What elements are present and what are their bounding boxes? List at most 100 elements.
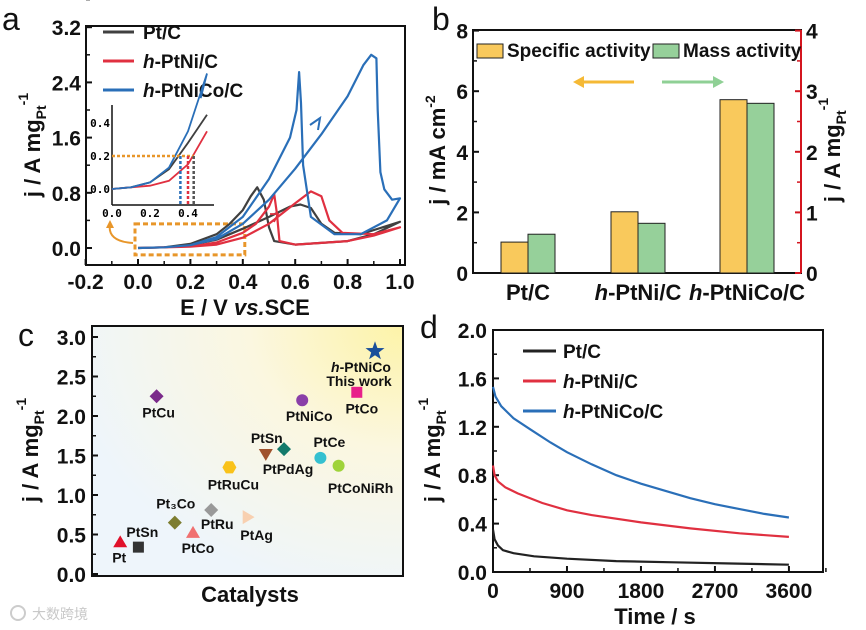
y-right-tick-label: 2 xyxy=(806,142,818,165)
plot-frame xyxy=(91,325,404,577)
x-axis-label: Time / s xyxy=(614,604,696,629)
legend-label: Pt/C xyxy=(143,23,181,44)
y-axis-label-sup: -1 xyxy=(15,93,31,106)
scatter-point xyxy=(167,515,182,530)
y-tick-label: 1.5 xyxy=(57,446,87,469)
label-italic-prefix: h xyxy=(143,81,155,102)
x-axis-label: E / V vs.SCE xyxy=(180,295,310,320)
panel-letter-b: b xyxy=(432,1,450,37)
y-tick-label: 0.0 xyxy=(52,238,81,261)
watermark: 大数跨境 xyxy=(10,605,88,622)
point-label: PtCo xyxy=(345,400,378,416)
y-axis-label-sub: Pt xyxy=(31,410,47,424)
y-left-tick-label: 8 xyxy=(456,21,468,44)
y-axis-label: j / A mgPt-1 xyxy=(15,93,49,198)
y-tick-label: 2.4 xyxy=(52,72,82,95)
point-label-note: This work xyxy=(326,373,392,389)
legend-label: Specific activity xyxy=(507,41,651,62)
scatter-point xyxy=(365,341,385,360)
x-axis-label: Catalysts xyxy=(201,582,299,607)
scan-arrow-blue xyxy=(309,115,322,131)
point-label: h-PtNiCo xyxy=(331,359,391,375)
plot-frame xyxy=(85,25,406,266)
label-rest: -PtNi/C xyxy=(155,52,219,73)
y-tick-label: 1.2 xyxy=(458,417,487,440)
legend-label: h-PtNi/C xyxy=(563,372,638,393)
scatter-point xyxy=(332,459,345,472)
y-tick-label: 2.5 xyxy=(57,367,87,390)
y-tick-label: 0.0 xyxy=(57,564,86,587)
y-axis-label-main: j / A mg xyxy=(420,424,445,503)
x-label-post: SCE xyxy=(265,295,310,320)
scatter-point xyxy=(242,510,255,525)
inset-curve-1 xyxy=(111,130,208,190)
x-label-pre: E / V xyxy=(180,295,234,320)
label-italic-prefix: h xyxy=(143,52,155,73)
y-left-tick-label: 4 xyxy=(456,142,468,165)
bar-specific-activity xyxy=(610,211,639,274)
scatter-point xyxy=(222,461,237,474)
x-label-italic: vs. xyxy=(234,295,265,320)
panel-letter-c: c xyxy=(18,317,34,353)
point-label: PtCoNiRh xyxy=(328,480,393,496)
x-tick-label: 2700 xyxy=(692,580,739,603)
scan-arrow-red xyxy=(270,213,280,223)
label-rest: -PtNiCo/C xyxy=(702,280,805,305)
legend-swatch-specific xyxy=(476,43,504,59)
point-label: PtCo xyxy=(182,540,215,556)
bar-specific-activity xyxy=(500,241,529,274)
y-axis-label-sup: -1 xyxy=(13,398,29,411)
y-tick-label: 0.8 xyxy=(458,465,488,488)
y-right-tick-label: 3 xyxy=(806,81,818,104)
legend-label: h-PtNi/C xyxy=(143,52,218,73)
scatter-point xyxy=(132,541,144,553)
y-tick-label: 3.2 xyxy=(52,17,81,40)
x-tick-label: 0.8 xyxy=(333,271,363,294)
panel-d-chronoamperometry-chart: d 0.0 0.4 0.8 1.2 1.6 2.0 0 900 1800 2700 3600 Time … xyxy=(415,309,827,629)
y-tick-label: 1.6 xyxy=(458,368,487,391)
y-right-axis-label-sup: -1 xyxy=(815,98,831,111)
y-right-tick-label: 0 xyxy=(806,263,818,286)
y-tick-label: 0.4 xyxy=(458,514,488,537)
x-category-label: h-PtNi/C xyxy=(595,280,682,305)
highlight-box xyxy=(133,222,247,257)
inset-x-tick-label: 0.4 xyxy=(178,207,198,220)
label-italic-prefix: h xyxy=(331,359,340,375)
x-tick-label: 900 xyxy=(549,580,584,603)
inset-x-tick-label: 0.2 xyxy=(140,207,160,220)
point-label: PtNiCo xyxy=(286,408,333,424)
scatter-point xyxy=(296,394,309,407)
watermark-logo-icon xyxy=(10,605,26,621)
cv-curve-2 xyxy=(137,53,402,250)
y-tick-label: 0.0 xyxy=(458,562,487,585)
x-tick-label: 0.4 xyxy=(228,271,258,294)
y-tick-label: 1.0 xyxy=(57,485,86,508)
y-right-axis-label-sub: Pt xyxy=(833,110,849,124)
inset-y-tick-label: 0.2 xyxy=(90,150,110,163)
y-left-tick-label: 0 xyxy=(456,263,468,286)
point-label: PtCu xyxy=(142,404,175,420)
legend-label: h-PtNiCo/C xyxy=(143,81,244,102)
y-right-axis-label: j / A mgPt-1 xyxy=(815,98,849,203)
point-label: PtRu xyxy=(201,516,234,532)
legend-swatch-mass xyxy=(652,43,680,59)
label-rest: -PtNi/C xyxy=(608,280,681,305)
y-axis-label-sub: Pt xyxy=(433,410,449,424)
y-right-tick-label: 4 xyxy=(806,21,818,44)
inset-x-tick-label: 0.0 xyxy=(102,207,122,220)
y-tick-label: 0.8 xyxy=(52,183,82,206)
watermark-text: 大数跨境 xyxy=(32,606,88,622)
scatter-point xyxy=(351,386,363,398)
point-label: PtSn xyxy=(251,430,283,446)
point-label: PtCe xyxy=(313,434,345,450)
x-category-label: h-PtNiCo/C xyxy=(689,280,805,305)
label-rest: -PtNiCo xyxy=(340,359,391,375)
right-axis-arrowhead xyxy=(713,76,724,88)
legend-label: Pt/C xyxy=(563,342,601,363)
label-rest: -PtNiCo/C xyxy=(575,402,664,423)
y-right-tick-label: 1 xyxy=(806,202,818,225)
x-tick-label: 0 xyxy=(487,580,499,603)
current-time-curve-2 xyxy=(491,386,790,519)
legend-label: Mass activity xyxy=(683,41,802,62)
